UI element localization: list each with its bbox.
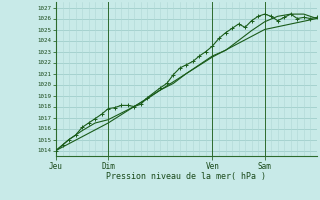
X-axis label: Pression niveau de la mer( hPa ): Pression niveau de la mer( hPa ) xyxy=(106,172,266,181)
